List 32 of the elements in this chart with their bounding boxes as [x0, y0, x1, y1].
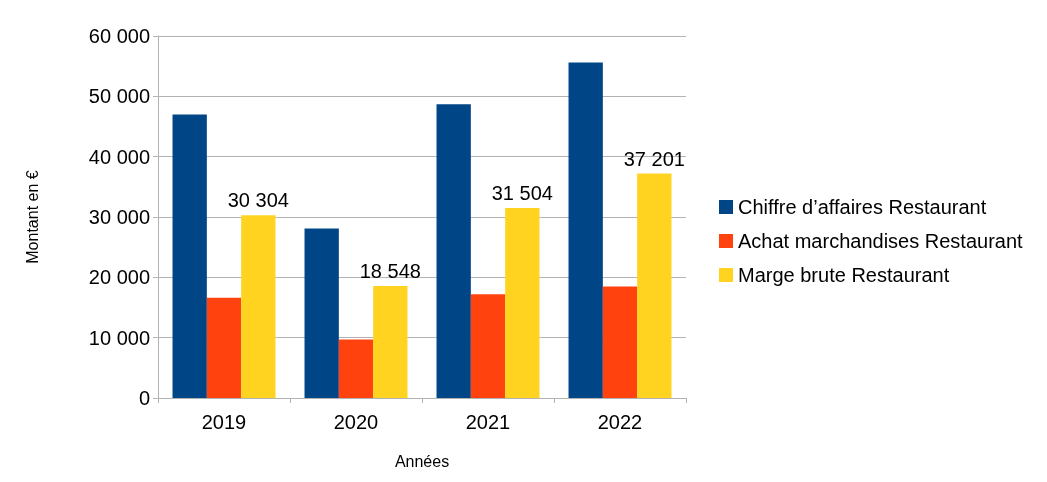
x-tick-label: 2022	[597, 411, 643, 433]
bar	[568, 62, 603, 398]
y-tick-label: 40 000	[88, 145, 150, 168]
bar	[338, 339, 374, 398]
x-tick-label: 2020	[333, 411, 379, 433]
y-tick-label: 60 000	[88, 25, 150, 47]
bar	[436, 104, 471, 398]
x-axis-title: Années	[394, 452, 450, 470]
y-tick-label: 10 000	[88, 326, 150, 349]
legend-label: Achat marchandises Restaurant	[738, 230, 1024, 252]
y-tick-label: 30 000	[88, 206, 150, 228]
data-label: 18 548	[359, 260, 421, 283]
data-label: 37 201	[623, 147, 685, 170]
y-tick-label: 20 000	[88, 266, 150, 289]
legend-label: Chiffre d’affaires Restaurant	[738, 196, 987, 218]
bar	[470, 294, 506, 398]
bar	[206, 297, 242, 398]
y-tick-label: 0	[138, 387, 150, 409]
legend-label: Marge brute Restaurant	[738, 264, 950, 286]
bar	[241, 215, 276, 398]
x-tick-label: 2021	[465, 411, 511, 433]
bar	[373, 286, 408, 398]
bar	[505, 207, 540, 398]
bar	[637, 173, 672, 398]
bar	[304, 228, 339, 398]
bar	[172, 114, 207, 398]
bar	[602, 286, 638, 398]
y-axis-title: Montant en €	[23, 170, 41, 264]
data-label: 31 504	[491, 181, 553, 204]
y-tick-label: 50 000	[88, 85, 150, 108]
x-tick-label: 2019	[201, 411, 247, 433]
data-label: 30 304	[227, 189, 289, 212]
